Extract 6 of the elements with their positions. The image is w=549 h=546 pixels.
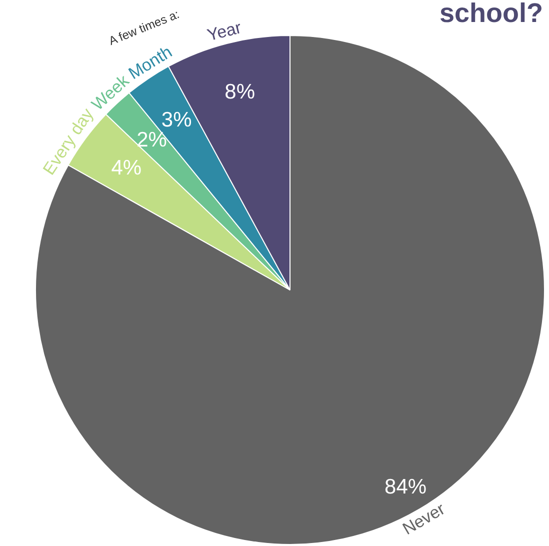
text: A few times a: [106,7,182,48]
slice-label: Year [205,18,244,45]
data-label: 4% [111,156,142,180]
data-label: 84% [384,476,427,499]
chart-title: school? [439,0,543,29]
data-label: 8% [224,80,256,104]
